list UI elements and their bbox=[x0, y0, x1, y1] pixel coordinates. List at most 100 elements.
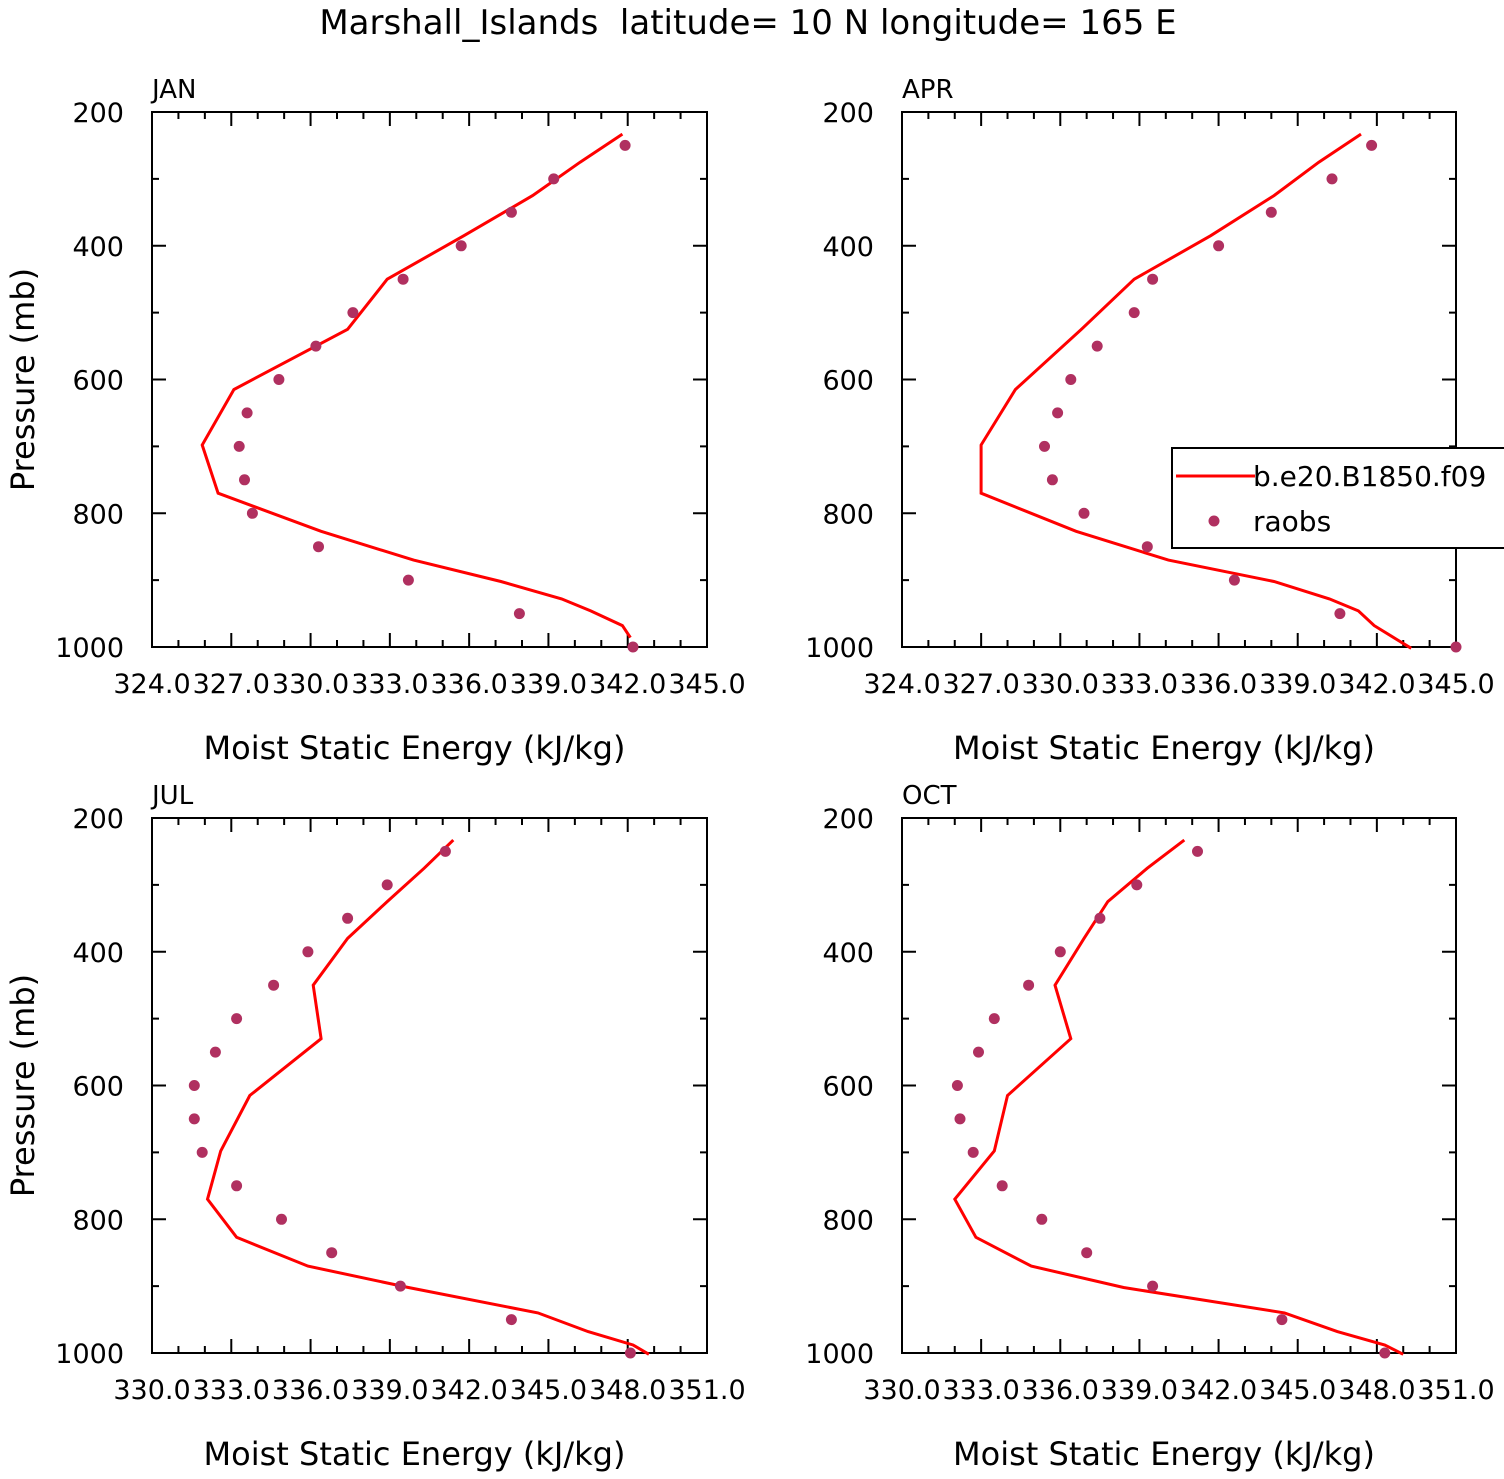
x-tick-label: 342.0 bbox=[1180, 1375, 1257, 1406]
legend-model-label: b.e20.B1850.f09 bbox=[1253, 460, 1486, 493]
x-tick-label: 336.0 bbox=[1180, 669, 1257, 700]
raobs-point bbox=[954, 1113, 966, 1125]
raobs-point bbox=[268, 979, 280, 991]
raobs-point bbox=[231, 1180, 243, 1192]
raobs-point bbox=[1128, 307, 1140, 319]
x-tick-label: 342.0 bbox=[1338, 669, 1415, 700]
raobs-point bbox=[1213, 240, 1225, 252]
raobs-point bbox=[1147, 273, 1159, 285]
panel-label: JUL bbox=[150, 781, 194, 811]
y-tick-label: 600 bbox=[822, 366, 874, 397]
raobs-point bbox=[988, 1013, 1000, 1025]
raobs-point bbox=[627, 641, 639, 653]
y-tick-label: 600 bbox=[72, 1072, 124, 1103]
panel-apr: 324.0 327.0 330.0 333.0 336.0 339.0 342.0 345.0… bbox=[805, 75, 1494, 767]
raobs-point bbox=[1265, 206, 1277, 218]
x-tick-label: 339.0 bbox=[1101, 1375, 1178, 1406]
raobs-point bbox=[196, 1146, 208, 1158]
raobs-point bbox=[342, 912, 354, 924]
raobs-point bbox=[188, 1113, 200, 1125]
x-tick-label: 336.0 bbox=[1022, 1375, 1099, 1406]
x-tick-label: 345.0 bbox=[668, 669, 745, 700]
raobs-point bbox=[455, 240, 467, 252]
x-axis-label: Moist Static Energy (kJ/kg) bbox=[953, 1435, 1375, 1473]
raobs-point bbox=[1094, 912, 1106, 924]
raobs-point bbox=[1065, 374, 1077, 385]
legend: b.e20.B1850.f09 raobs bbox=[1171, 447, 1504, 549]
raobs-point bbox=[1147, 1280, 1159, 1292]
raobs-point bbox=[231, 1013, 243, 1025]
y-tick-label: 800 bbox=[72, 499, 124, 530]
y-axis-label: Pressure (mb) bbox=[4, 268, 42, 491]
raobs-point bbox=[313, 541, 324, 553]
x-tick-label: 324.0 bbox=[113, 669, 190, 700]
raobs-point bbox=[1450, 641, 1462, 653]
x-tick-label: 330.0 bbox=[113, 1375, 190, 1406]
raobs-point bbox=[1078, 507, 1090, 519]
raobs-point bbox=[273, 374, 285, 385]
raobs-point bbox=[505, 206, 517, 218]
plot-frame bbox=[901, 111, 1457, 648]
panel-oct: 330.0 333.0 336.0 339.0 342.0 345.0 348.0 351.0… bbox=[805, 781, 1494, 1473]
x-tick-label: 348.0 bbox=[589, 1375, 666, 1406]
model-profile-line bbox=[200, 132, 632, 639]
raobs-point bbox=[951, 1080, 963, 1091]
y-tick-label: 200 bbox=[72, 98, 124, 129]
raobs-point bbox=[188, 1080, 200, 1091]
x-tick-label: 339.0 bbox=[1259, 669, 1336, 700]
raobs-point bbox=[1039, 440, 1050, 452]
raobs-point bbox=[1081, 1247, 1093, 1259]
raobs-point bbox=[394, 1280, 406, 1292]
panels: 324.0 327.0 330.0 333.0 336.0 339.0 342.0 345.0… bbox=[4, 75, 1495, 1473]
x-tick-label: 336.0 bbox=[430, 669, 507, 700]
y-tick-label: 600 bbox=[822, 1072, 874, 1103]
panel-label: APR bbox=[902, 75, 954, 105]
x-tick-label: 339.0 bbox=[351, 1375, 428, 1406]
y-tick-label: 800 bbox=[822, 1205, 874, 1236]
raobs-point bbox=[1036, 1213, 1048, 1225]
y-tick-label: 1000 bbox=[805, 633, 874, 664]
model-profile-line bbox=[205, 839, 650, 1356]
raobs-point bbox=[1334, 608, 1346, 620]
y-tick-label: 1000 bbox=[55, 633, 124, 664]
raobs-point bbox=[973, 1046, 984, 1058]
legend-box bbox=[1171, 447, 1504, 549]
panel-jan: 324.0 327.0 330.0 333.0 336.0 339.0 342.0 345.0… bbox=[4, 75, 746, 767]
raobs-point bbox=[624, 1347, 636, 1359]
panel-label: JAN bbox=[150, 75, 196, 105]
raobs-point bbox=[1276, 1314, 1288, 1326]
raobs-point bbox=[1046, 474, 1058, 486]
plot-frame bbox=[151, 111, 708, 648]
x-tick-label: 327.0 bbox=[193, 669, 270, 700]
legend-obs-label: raobs bbox=[1253, 505, 1331, 538]
raobs-point bbox=[209, 1046, 221, 1058]
y-tick-label: 400 bbox=[822, 938, 874, 969]
y-tick-label: 800 bbox=[822, 499, 874, 530]
panel-jul: 330.0 333.0 336.0 339.0 342.0 345.0 348.0 351.0… bbox=[4, 781, 746, 1473]
raobs-point bbox=[246, 507, 258, 519]
y-tick-label: 200 bbox=[822, 804, 874, 835]
x-tick-label: 345.0 bbox=[510, 1375, 587, 1406]
plot-frame bbox=[151, 817, 708, 1354]
raobs-point bbox=[310, 340, 322, 352]
panel-label: OCT bbox=[902, 781, 957, 811]
y-tick-label: 600 bbox=[72, 366, 124, 397]
x-tick-label: 345.0 bbox=[1259, 1375, 1336, 1406]
x-tick-label: 342.0 bbox=[589, 669, 666, 700]
x-tick-label: 327.0 bbox=[942, 669, 1019, 700]
raobs-point bbox=[1131, 879, 1143, 891]
x-tick-label: 324.0 bbox=[863, 669, 940, 700]
raobs-point bbox=[1379, 1347, 1391, 1359]
model-profile-line bbox=[952, 838, 1404, 1356]
raobs-point bbox=[1366, 139, 1378, 151]
x-tick-label: 336.0 bbox=[272, 1375, 349, 1406]
x-tick-label: 345.0 bbox=[1417, 669, 1494, 700]
raobs-point bbox=[1054, 946, 1066, 958]
y-tick-label: 200 bbox=[822, 98, 874, 129]
x-axis-label: Moist Static Energy (kJ/kg) bbox=[204, 729, 626, 767]
raobs-point bbox=[381, 879, 393, 891]
raobs-point bbox=[402, 574, 414, 586]
raobs-point bbox=[239, 474, 250, 486]
x-tick-label: 342.0 bbox=[430, 1375, 507, 1406]
x-axis-label: Moist Static Energy (kJ/kg) bbox=[204, 1435, 626, 1473]
